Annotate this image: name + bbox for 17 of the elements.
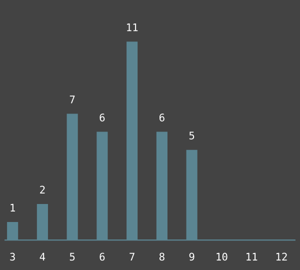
data-label: 1	[10, 204, 15, 212]
data-label: 5	[189, 132, 194, 140]
x-tick-label: 12	[276, 252, 287, 260]
x-tick-label: 3	[10, 252, 15, 261]
x-tick-label: 7	[130, 252, 134, 260]
data-label: 2	[40, 186, 45, 194]
x-tick-label: 11	[246, 252, 258, 260]
data-label: 11	[127, 24, 138, 32]
data-label: 7	[70, 96, 75, 104]
x-tick-label: 9	[189, 252, 194, 261]
x-tick-label: 8	[159, 252, 164, 261]
data-label: 6	[100, 114, 105, 122]
data-label: 6	[159, 114, 164, 122]
x-tick-label: 5	[70, 252, 75, 261]
x-tick-label: 4	[40, 252, 46, 260]
x-tick-label: 6	[100, 252, 105, 261]
x-tick-label: 10	[216, 252, 228, 261]
